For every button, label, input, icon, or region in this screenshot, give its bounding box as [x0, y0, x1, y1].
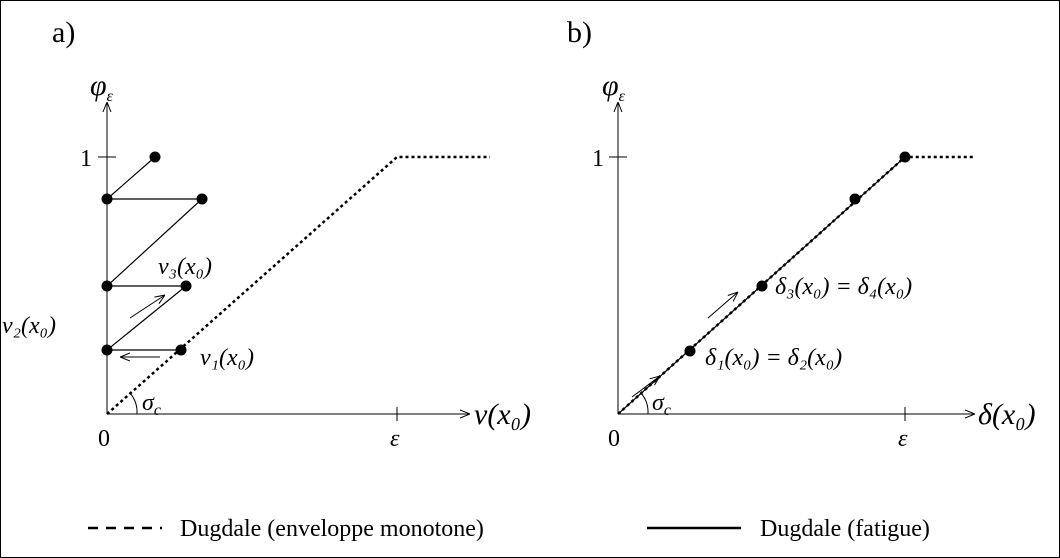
annotation: δ₃(x₀) = δ₄(x₀) — [775, 274, 912, 300]
annotation: δ₁(x₀) = δ₂(x₀) — [705, 345, 842, 371]
panel-label: a) — [52, 16, 75, 49]
x-tick-label: ε — [898, 426, 908, 452]
point — [684, 345, 696, 357]
y-axis-label: φε — [90, 69, 114, 105]
x-axis-label: v(x₀) — [474, 398, 531, 431]
y-axis-label: φε — [602, 69, 626, 105]
origin-label: 0 — [98, 426, 110, 452]
angle-label: σc — [142, 390, 161, 419]
point — [849, 193, 861, 205]
angle-arc — [129, 392, 138, 415]
annotation: v₁(x₀) — [200, 345, 254, 371]
angle-label: σc — [652, 390, 671, 419]
angle-arc — [640, 392, 649, 415]
annotation: v₃(x₀) — [158, 254, 212, 280]
legend: Dugdale (enveloppe monotone) Dugdale (fa… — [88, 516, 930, 542]
origin-label: 0 — [608, 426, 620, 452]
legend-label: Dugdale (fatigue) — [760, 516, 930, 542]
point — [899, 151, 911, 163]
x-axis-label: δ(x₀) — [978, 398, 1036, 431]
panel-label: b) — [567, 16, 592, 49]
point — [756, 280, 768, 292]
point — [101, 344, 113, 356]
points — [101, 151, 208, 356]
arrow — [129, 295, 165, 319]
y-tick-label: 1 — [592, 146, 604, 172]
point — [196, 193, 208, 205]
point — [175, 344, 187, 356]
point — [101, 193, 113, 205]
x-tick-label: ε — [390, 426, 400, 452]
point — [149, 151, 161, 163]
panel-b: b) φε δ(x₀) 1 ε 0 σc δ₃(x₀) = δ₄(x₀) δ₁(… — [567, 16, 1036, 452]
arrow — [707, 292, 738, 319]
arrow — [631, 376, 660, 398]
point — [180, 280, 192, 292]
legend-label: Dugdale (enveloppe monotone) — [180, 516, 484, 542]
y-tick-label: 1 — [80, 146, 92, 172]
panel-a: a) φε v(x₀) 1 ε 0 σc v₃(x₀) v₂(x₀) v₁(x₀… — [2, 16, 531, 452]
annotation: v₂(x₀) — [2, 313, 56, 339]
points — [684, 151, 911, 357]
point — [101, 280, 113, 292]
